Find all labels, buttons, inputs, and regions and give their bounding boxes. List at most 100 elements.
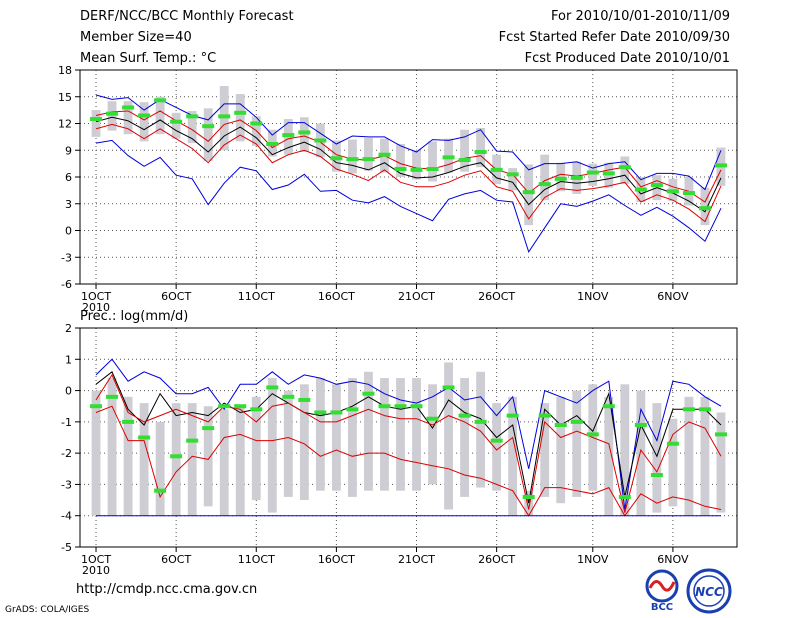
panel2-mean-marker-21 bbox=[410, 404, 423, 409]
panel2-title: Prec.: log(mm/d) bbox=[80, 309, 188, 324]
panel2-mean-marker-10 bbox=[234, 404, 247, 409]
panel1-mean-marker-9 bbox=[218, 114, 231, 119]
panel2-line-upper-quartile bbox=[95, 373, 722, 513]
panel2-box-1 bbox=[91, 390, 101, 516]
panel1-mean-marker-10 bbox=[234, 110, 247, 115]
panel1-ytick-label-5: 9 bbox=[65, 144, 72, 157]
panel2-box-2 bbox=[107, 378, 117, 516]
panel2-box-31 bbox=[572, 390, 582, 497]
panel1-mean-marker-36 bbox=[650, 183, 663, 188]
panel1-xtick-label-4: 21OCT bbox=[398, 290, 435, 303]
panel2-mean-marker-38 bbox=[682, 407, 695, 412]
panel1-ytick-label-8: 18 bbox=[58, 64, 72, 77]
panel2-line-lower-quartile bbox=[95, 405, 722, 517]
panel2-xtick-label-6: 1NOV bbox=[577, 553, 609, 566]
panel1-mean-marker-23 bbox=[442, 155, 455, 160]
panel2-mean-marker-7 bbox=[186, 438, 199, 443]
panel1-mean-marker-38 bbox=[682, 191, 695, 196]
panel2-mean-marker-14 bbox=[298, 397, 311, 402]
panel1-mean-marker-15 bbox=[314, 138, 327, 143]
panel2-box-9 bbox=[219, 409, 229, 516]
panel1-mean-marker-22 bbox=[426, 166, 439, 171]
panel2-box-7 bbox=[187, 403, 197, 516]
panel2-mean-marker-31 bbox=[570, 419, 583, 424]
panel1-mean-marker-13 bbox=[282, 133, 295, 138]
panel2-mean-marker-22 bbox=[426, 416, 439, 421]
header-left: DERF/NCC/BCC Monthly Forecast Member Siz… bbox=[80, 9, 294, 72]
variable-label: Mean Surf. Temp.: °C bbox=[80, 51, 217, 66]
panel2-mean-marker-37 bbox=[666, 441, 679, 446]
panel1-box-22 bbox=[428, 141, 437, 182]
panel1-line-max bbox=[95, 94, 722, 191]
panel2-mean-marker-30 bbox=[554, 422, 567, 427]
panel2-mean-marker-32 bbox=[586, 432, 599, 437]
panel2-box-29 bbox=[540, 403, 550, 497]
panel2-ytick-label-7: 2 bbox=[65, 322, 72, 335]
ncc-logo-icon: NCC bbox=[686, 568, 732, 614]
panel2-xtick-label-0: 1OCT bbox=[81, 553, 111, 566]
panel2-mean-marker-34 bbox=[618, 494, 631, 499]
panel2-mean-marker-11 bbox=[250, 407, 263, 412]
panel2-mean-marker-35 bbox=[634, 422, 647, 427]
panel2-box-11 bbox=[251, 396, 261, 501]
panel2-box-6 bbox=[171, 403, 181, 516]
panel2-mean-marker-26 bbox=[490, 438, 503, 443]
panel1-line-min bbox=[95, 139, 722, 254]
member-size: Member Size=40 bbox=[80, 30, 192, 45]
panel1-ytick-label-1: -3 bbox=[61, 251, 72, 264]
panel1-xtick-label-1: 6OCT bbox=[161, 290, 191, 303]
panel1-mean-marker-12 bbox=[266, 142, 279, 147]
panel2-box-21 bbox=[412, 378, 421, 491]
panel1-box-1 bbox=[91, 110, 101, 137]
grads-credit: GrADS: COLA/IGES bbox=[5, 605, 90, 615]
panel1-xtick-label-7: 6NOV bbox=[657, 290, 689, 303]
panel1-ytick-label-4: 6 bbox=[65, 171, 72, 184]
panel2-mean-marker-4 bbox=[138, 435, 151, 440]
panel2-mean-marker-13 bbox=[282, 394, 295, 399]
panel1-mean-marker-34 bbox=[618, 165, 631, 170]
panel2-box-16 bbox=[331, 384, 341, 491]
panel2-mean-marker-24 bbox=[458, 413, 471, 418]
panel2-mean-marker-25 bbox=[474, 419, 487, 424]
panel1-mean-marker-30 bbox=[554, 176, 567, 181]
panel2-mean-marker-2 bbox=[106, 394, 119, 399]
panel1-box-10 bbox=[235, 94, 245, 142]
panel2-mean-marker-9 bbox=[218, 404, 231, 409]
panel2-box-18 bbox=[364, 371, 373, 491]
panel1-line-upper-quartile bbox=[95, 110, 722, 203]
panel1-line-median bbox=[95, 116, 722, 213]
panel1-mean-marker-2 bbox=[106, 111, 119, 116]
panel1-mean-marker-35 bbox=[634, 187, 647, 192]
source-url[interactable]: http://cmdp.ncc.cma.gov.cn bbox=[76, 582, 258, 597]
panel1-mean-marker-25 bbox=[474, 150, 487, 155]
panel1-box-32 bbox=[588, 163, 598, 186]
panel2-box-27 bbox=[508, 396, 518, 516]
panel1-box-17 bbox=[348, 139, 357, 174]
panel2-mean-marker-17 bbox=[346, 407, 359, 412]
panel1-mean-marker-33 bbox=[602, 171, 615, 176]
panel2-mean-marker-19 bbox=[378, 404, 391, 409]
panel1-box-5 bbox=[155, 96, 165, 135]
panel1-mean-marker-14 bbox=[298, 130, 311, 135]
panel1-ytick-label-7: 15 bbox=[58, 91, 72, 104]
panel2-xtick-label-7: 6NOV bbox=[657, 553, 689, 566]
panel2-box-22 bbox=[428, 384, 437, 485]
panel1-ytick-label-2: 0 bbox=[65, 225, 72, 238]
panel1-mean-marker-26 bbox=[490, 167, 503, 172]
panel2-mean-marker-39 bbox=[698, 407, 711, 412]
panel2-mean-marker-15 bbox=[314, 410, 327, 415]
panel2-mean-marker-33 bbox=[602, 404, 615, 409]
panel1-box-29 bbox=[540, 154, 550, 201]
panel1-xtick-label-3: 16OCT bbox=[318, 290, 355, 303]
panel1-mean-marker-4 bbox=[138, 113, 151, 118]
panel1-mean-marker-27 bbox=[506, 172, 519, 177]
panel1-mean-marker-8 bbox=[202, 124, 215, 129]
panel1-box-8 bbox=[203, 108, 213, 161]
panel2-mean-marker-1 bbox=[90, 404, 103, 409]
panel1-box-34 bbox=[620, 156, 630, 185]
panel2-box-24 bbox=[460, 378, 469, 497]
panel1-box-7 bbox=[187, 111, 197, 144]
panel2-mean-marker-6 bbox=[170, 454, 183, 459]
panel2-mean-marker-27 bbox=[506, 413, 519, 418]
